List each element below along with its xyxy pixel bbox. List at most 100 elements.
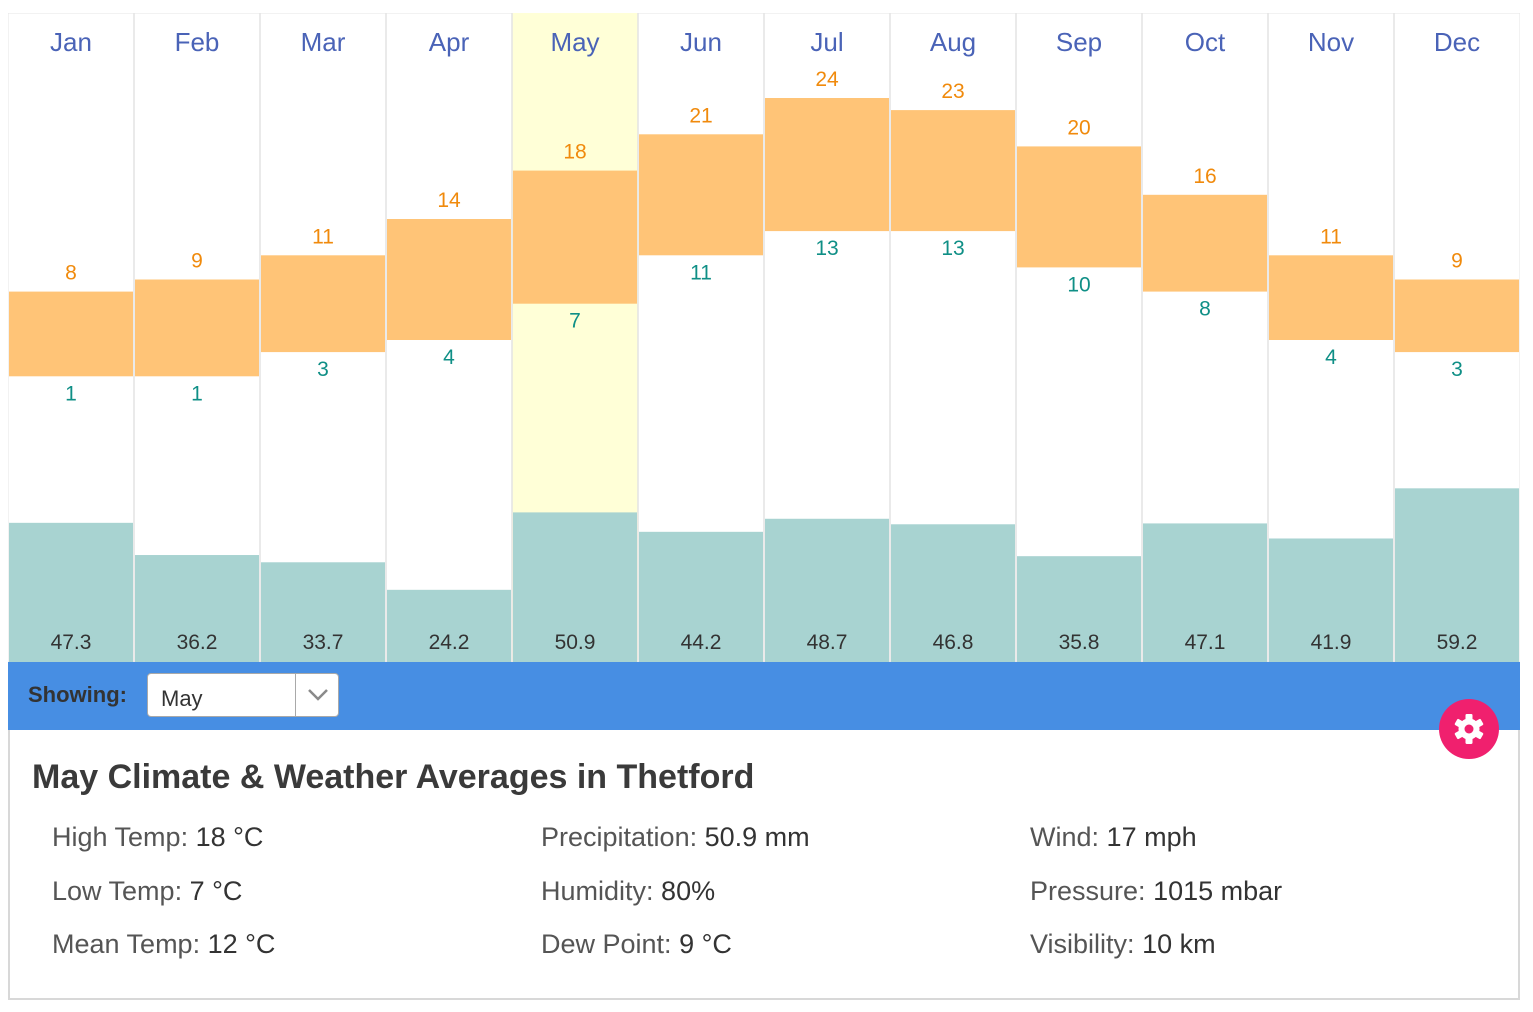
stat-label: High Temp: [52, 822, 189, 852]
temp-range-bar [1017, 146, 1141, 268]
details-panel: May Climate & Weather Averages in Thetfo… [8, 730, 1520, 1000]
month-label[interactable]: Feb [175, 27, 220, 57]
stat-precipitation: Precipitation: 50.9 mm [541, 822, 810, 853]
temp-range-bar [387, 219, 511, 340]
high-temp-label: 18 [563, 141, 586, 164]
temp-range-bar [891, 110, 1015, 232]
controls-bar: Showing: May [8, 662, 1520, 730]
low-temp-label: 3 [317, 358, 329, 381]
low-temp-label: 13 [941, 237, 964, 260]
stat-high-temp: High Temp: 18 °C [52, 822, 263, 853]
low-temp-label: 10 [1067, 273, 1090, 296]
climate-chart-svg: Jan 8 1 47.3 Feb 9 1 36.2 Mar 11 3 33.7 Apr 14 4 24.2 Ma… [8, 13, 1520, 662]
temp-range-bar [9, 291, 133, 377]
high-temp-label: 21 [689, 104, 712, 127]
month-select-value: May [161, 686, 203, 711]
stat-wind: Wind: 17 mph [1030, 822, 1197, 853]
stat-label: Wind: [1030, 822, 1100, 852]
stat-value: 7 °C [189, 876, 243, 906]
stat-label: Mean Temp: [52, 929, 201, 959]
month-label[interactable]: Nov [1308, 27, 1354, 57]
month-label[interactable]: Jun [680, 27, 722, 57]
month-label[interactable]: Apr [429, 27, 470, 57]
climate-chart: Jan 8 1 47.3 Feb 9 1 36.2 Mar 11 3 33.7 Apr 14 4 24.2 Ma… [8, 13, 1520, 662]
precipitation-label: 44.2 [681, 631, 722, 654]
stat-label: Precipitation: [541, 822, 698, 852]
stat-low-temp: Low Temp: 7 °C [52, 876, 242, 907]
high-temp-label: 9 [1451, 250, 1463, 273]
stat-value: 9 °C [679, 929, 732, 959]
month-label[interactable]: Sep [1056, 27, 1102, 57]
temp-range-bar [135, 279, 259, 377]
month-label[interactable]: Mar [301, 27, 346, 57]
precipitation-label: 46.8 [933, 631, 974, 654]
stat-label: Humidity: [541, 876, 654, 906]
low-temp-label: 1 [191, 382, 203, 405]
temp-range-bar [1395, 279, 1519, 353]
stat-visibility: Visibility: 10 km [1030, 929, 1216, 960]
precipitation-bar [513, 512, 637, 662]
stat-value: 10 km [1142, 929, 1216, 959]
high-temp-label: 11 [1320, 225, 1342, 248]
precipitation-bar [891, 524, 1015, 662]
precipitation-bar [1143, 523, 1267, 662]
precipitation-label: 50.9 [555, 631, 596, 654]
precipitation-bar [1395, 488, 1519, 662]
month-label[interactable]: Oct [1185, 27, 1226, 57]
precipitation-bar [135, 555, 259, 662]
low-temp-label: 4 [443, 346, 455, 369]
low-temp-label: 8 [1199, 298, 1211, 321]
precipitation-bar [765, 518, 889, 662]
precipitation-bar [1269, 538, 1393, 662]
select-divider [295, 674, 296, 716]
stat-label: Dew Point: [541, 929, 672, 959]
precipitation-label: 48.7 [807, 631, 848, 654]
high-temp-label: 16 [1193, 165, 1216, 188]
chevron-down-icon [308, 689, 328, 701]
temp-range-bar [513, 170, 637, 304]
stat-value: 12 °C [207, 929, 276, 959]
precipitation-label: 41.9 [1311, 631, 1352, 654]
high-temp-label: 23 [941, 80, 964, 103]
precipitation-bar [639, 531, 763, 662]
stat-label: Pressure: [1030, 876, 1146, 906]
stat-pressure: Pressure: 1015 mbar [1030, 876, 1282, 907]
month-label[interactable]: May [550, 27, 599, 57]
precipitation-label: 35.8 [1059, 631, 1100, 654]
temp-range-bar [261, 255, 385, 353]
settings-button[interactable] [1439, 699, 1499, 759]
stat-value: 18 °C [195, 822, 264, 852]
precipitation-label: 59.2 [1437, 631, 1478, 654]
stat-label: Low Temp: [52, 876, 183, 906]
month-label[interactable]: Dec [1434, 27, 1480, 57]
temp-range-bar [1269, 255, 1393, 340]
stat-humidity: Humidity: 80% [541, 876, 715, 907]
month-label[interactable]: Aug [930, 27, 976, 57]
stat-value: 80% [661, 876, 716, 906]
temp-range-bar [1143, 194, 1267, 292]
precipitation-label: 36.2 [177, 631, 218, 654]
precipitation-label: 47.3 [51, 631, 92, 654]
precipitation-bar [9, 522, 133, 662]
stat-dew-point: Dew Point: 9 °C [541, 929, 732, 960]
month-label[interactable]: Jan [50, 27, 92, 57]
high-temp-label: 9 [191, 250, 203, 273]
precipitation-label: 47.1 [1185, 631, 1226, 654]
stat-label: Visibility: [1030, 929, 1135, 959]
low-temp-label: 1 [65, 382, 77, 405]
high-temp-label: 8 [65, 262, 77, 285]
temp-range-bar [639, 134, 763, 256]
stat-value: 17 mph [1106, 822, 1197, 852]
stat-value: 1015 mbar [1153, 876, 1283, 906]
month-select[interactable]: May [147, 673, 339, 717]
low-temp-label: 11 [690, 261, 712, 284]
gear-icon [1454, 714, 1484, 744]
details-title: May Climate & Weather Averages in Thetfo… [32, 758, 755, 796]
month-label[interactable]: Jul [810, 27, 843, 57]
precipitation-label: 24.2 [429, 631, 470, 654]
precipitation-label: 33.7 [303, 631, 344, 654]
precipitation-bar [1017, 556, 1141, 662]
high-temp-label: 20 [1067, 116, 1090, 139]
low-temp-label: 3 [1451, 358, 1463, 381]
precipitation-bar [387, 589, 511, 662]
